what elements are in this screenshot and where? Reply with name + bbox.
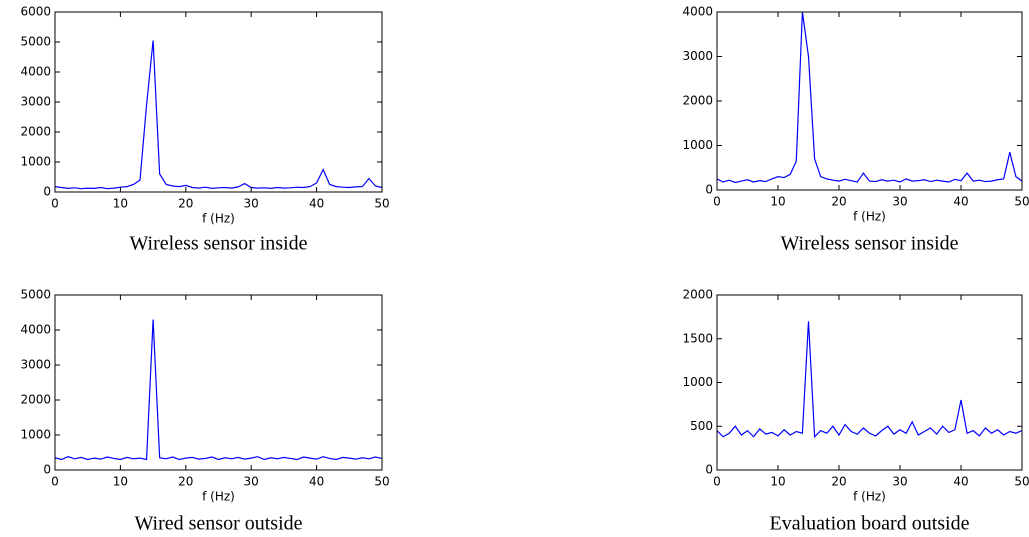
x-tick-label: 0 bbox=[713, 195, 721, 209]
y-tick-label: 1000 bbox=[20, 428, 51, 442]
y-tick-label: 0 bbox=[705, 183, 713, 197]
x-tick-label: 10 bbox=[113, 197, 128, 211]
y-tick-label: 2000 bbox=[682, 94, 713, 108]
y-tick-label: 1000 bbox=[682, 375, 713, 389]
y-tick-label: 6000 bbox=[20, 5, 51, 19]
y-tick-label: 0 bbox=[43, 185, 51, 199]
y-tick-label: 4000 bbox=[20, 323, 51, 337]
spectrum-line bbox=[54, 319, 383, 461]
x-tick-label: 50 bbox=[1014, 195, 1029, 209]
axes-box bbox=[54, 294, 383, 471]
x-tick-label: 10 bbox=[770, 195, 785, 209]
x-tick-label: 50 bbox=[1014, 475, 1029, 489]
x-tick-label: 0 bbox=[51, 197, 59, 211]
y-tick-label: 3000 bbox=[682, 49, 713, 63]
caption: Wireless sensor inside bbox=[129, 233, 307, 255]
y-tick-label: 5000 bbox=[20, 35, 51, 49]
axes-box bbox=[716, 11, 1023, 191]
x-tick-label: 20 bbox=[831, 475, 846, 489]
caption: Wireless sensor inside bbox=[780, 233, 958, 255]
x-axis-label: f (Hz) bbox=[202, 212, 235, 226]
y-tick-label: 0 bbox=[705, 463, 713, 477]
x-tick-label: 40 bbox=[953, 195, 968, 209]
x-tick-label: 20 bbox=[178, 475, 193, 489]
spectrum-line bbox=[54, 40, 383, 190]
x-axis-label: f (Hz) bbox=[853, 490, 886, 504]
x-tick-label: 50 bbox=[374, 197, 389, 211]
spectrum-line bbox=[716, 11, 1023, 184]
y-tick-label: 4000 bbox=[20, 65, 51, 79]
y-tick-label: 0 bbox=[43, 463, 51, 477]
y-tick-label: 1500 bbox=[682, 331, 713, 345]
x-tick-label: 0 bbox=[51, 475, 59, 489]
y-tick-label: 1000 bbox=[682, 138, 713, 152]
y-tick-label: 3000 bbox=[20, 95, 51, 109]
axes-box bbox=[54, 11, 383, 193]
caption: Wired sensor outside bbox=[134, 513, 302, 535]
caption: Evaluation board outside bbox=[770, 513, 970, 535]
x-tick-label: 30 bbox=[892, 475, 907, 489]
x-axis-label: f (Hz) bbox=[853, 210, 886, 224]
y-tick-label: 500 bbox=[690, 419, 713, 433]
y-tick-label: 2000 bbox=[20, 125, 51, 139]
spectrum-line bbox=[716, 321, 1023, 439]
x-tick-label: 0 bbox=[713, 475, 721, 489]
x-axis-label: f (Hz) bbox=[202, 490, 235, 504]
y-tick-label: 2000 bbox=[682, 288, 713, 302]
y-tick-label: 3000 bbox=[20, 358, 51, 372]
x-tick-label: 30 bbox=[892, 195, 907, 209]
x-tick-label: 40 bbox=[309, 475, 324, 489]
y-tick-label: 5000 bbox=[20, 288, 51, 302]
x-tick-label: 40 bbox=[953, 475, 968, 489]
x-tick-label: 30 bbox=[244, 197, 259, 211]
x-tick-label: 30 bbox=[244, 475, 259, 489]
axes-box bbox=[716, 294, 1023, 471]
x-tick-label: 10 bbox=[770, 475, 785, 489]
y-tick-label: 2000 bbox=[20, 393, 51, 407]
x-tick-label: 20 bbox=[178, 197, 193, 211]
x-tick-label: 40 bbox=[309, 197, 324, 211]
y-tick-label: 1000 bbox=[20, 155, 51, 169]
x-tick-label: 50 bbox=[374, 475, 389, 489]
x-tick-label: 10 bbox=[113, 475, 128, 489]
x-tick-label: 20 bbox=[831, 195, 846, 209]
y-tick-label: 4000 bbox=[682, 5, 713, 19]
